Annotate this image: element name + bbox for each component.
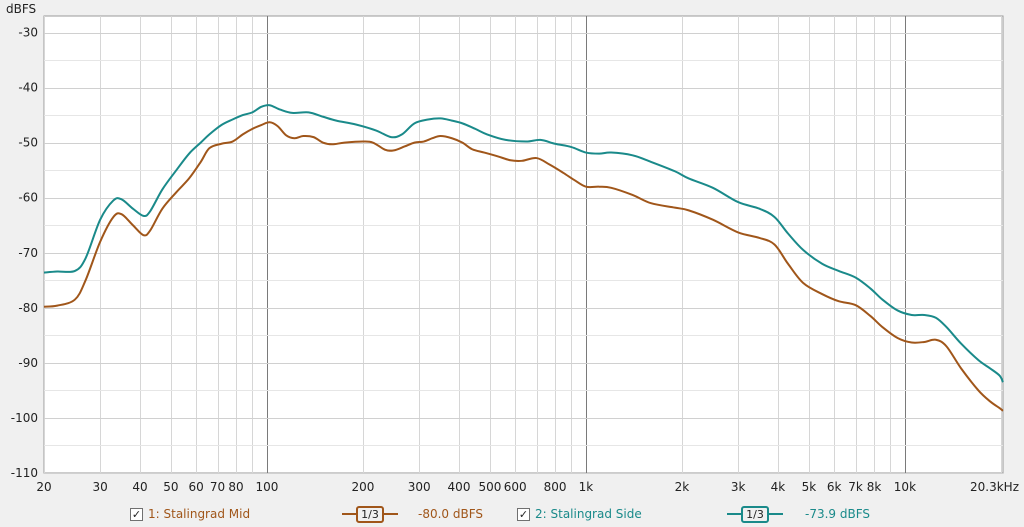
y-tick-label: -50 — [18, 136, 38, 150]
x-tick-label: 10k — [894, 480, 916, 494]
x-tick-label: 50 — [163, 480, 178, 494]
x-tick-label: 800 — [544, 480, 567, 494]
plot-area — [43, 15, 1004, 474]
side-line-swatch — [769, 513, 783, 515]
x-tick-label: 3k — [731, 480, 746, 494]
legend: ✓ 1: Stalingrad Mid 1/3 -80.0 dBFS ✓ 2: … — [0, 502, 1024, 526]
x-tick-label: 6k — [827, 480, 842, 494]
x-tick-label: 40 — [132, 480, 147, 494]
x-tick-label: 1k — [579, 480, 594, 494]
x-tick-label: 4k — [771, 480, 786, 494]
legend-item-side: ✓ 2: Stalingrad Side — [517, 504, 642, 524]
x-tick-label: 80 — [228, 480, 243, 494]
x-tick-label: 20 — [36, 480, 51, 494]
y-tick-label: -30 — [18, 26, 38, 40]
x-tick-label: 2k — [675, 480, 690, 494]
mid-smoothing-button[interactable]: 1/3 — [342, 504, 398, 524]
x-tick-label: 30 — [93, 480, 108, 494]
y-tick-label: -70 — [18, 246, 38, 260]
y-tick-label: -60 — [18, 191, 38, 205]
y-tick-label: -40 — [18, 81, 38, 95]
x-tick-label: 200 — [352, 480, 375, 494]
mid-track-label: 1: Stalingrad Mid — [148, 507, 251, 521]
mid-visibility-checkbox[interactable]: ✓ — [130, 507, 143, 521]
mid-line-swatch — [384, 513, 398, 515]
x-tick-label: 5k — [802, 480, 817, 494]
side-track-label: 2: Stalingrad Side — [535, 507, 642, 521]
y-tick-label: -100 — [11, 411, 38, 425]
side-visibility-checkbox[interactable]: ✓ — [517, 507, 530, 521]
y-tick-label: -110 — [11, 466, 38, 480]
side-smoothing-label: 1/3 — [741, 505, 769, 523]
mid-line-swatch — [342, 513, 356, 515]
x-tick-label: 500 — [478, 480, 501, 494]
x-tick-label: 400 — [448, 480, 471, 494]
series-line-mid — [43, 121, 1004, 412]
mid-smoothing-label: 1/3 — [356, 505, 384, 523]
side-level-readout: -73.9 dBFS — [805, 507, 871, 521]
x-tick-label: 8k — [867, 480, 882, 494]
series-line-side — [43, 104, 1004, 383]
x-tick-label: 7k — [848, 480, 863, 494]
x-tick-label: 300 — [408, 480, 431, 494]
y-axis-label: dBFS — [6, 2, 36, 16]
side-line-swatch — [727, 513, 741, 515]
mid-level-readout: -80.0 dBFS — [418, 507, 484, 521]
legend-item-mid: ✓ 1: Stalingrad Mid — [130, 504, 250, 524]
x-tick-label: 60 — [189, 480, 204, 494]
x-tick-label: 20.3kHz — [970, 480, 1019, 494]
side-smoothing-button[interactable]: 1/3 — [727, 504, 783, 524]
y-tick-label: -80 — [18, 301, 38, 315]
y-tick-label: -90 — [18, 356, 38, 370]
x-tick-label: 600 — [504, 480, 527, 494]
x-tick-label: 100 — [256, 480, 279, 494]
x-tick-label: 70 — [210, 480, 225, 494]
